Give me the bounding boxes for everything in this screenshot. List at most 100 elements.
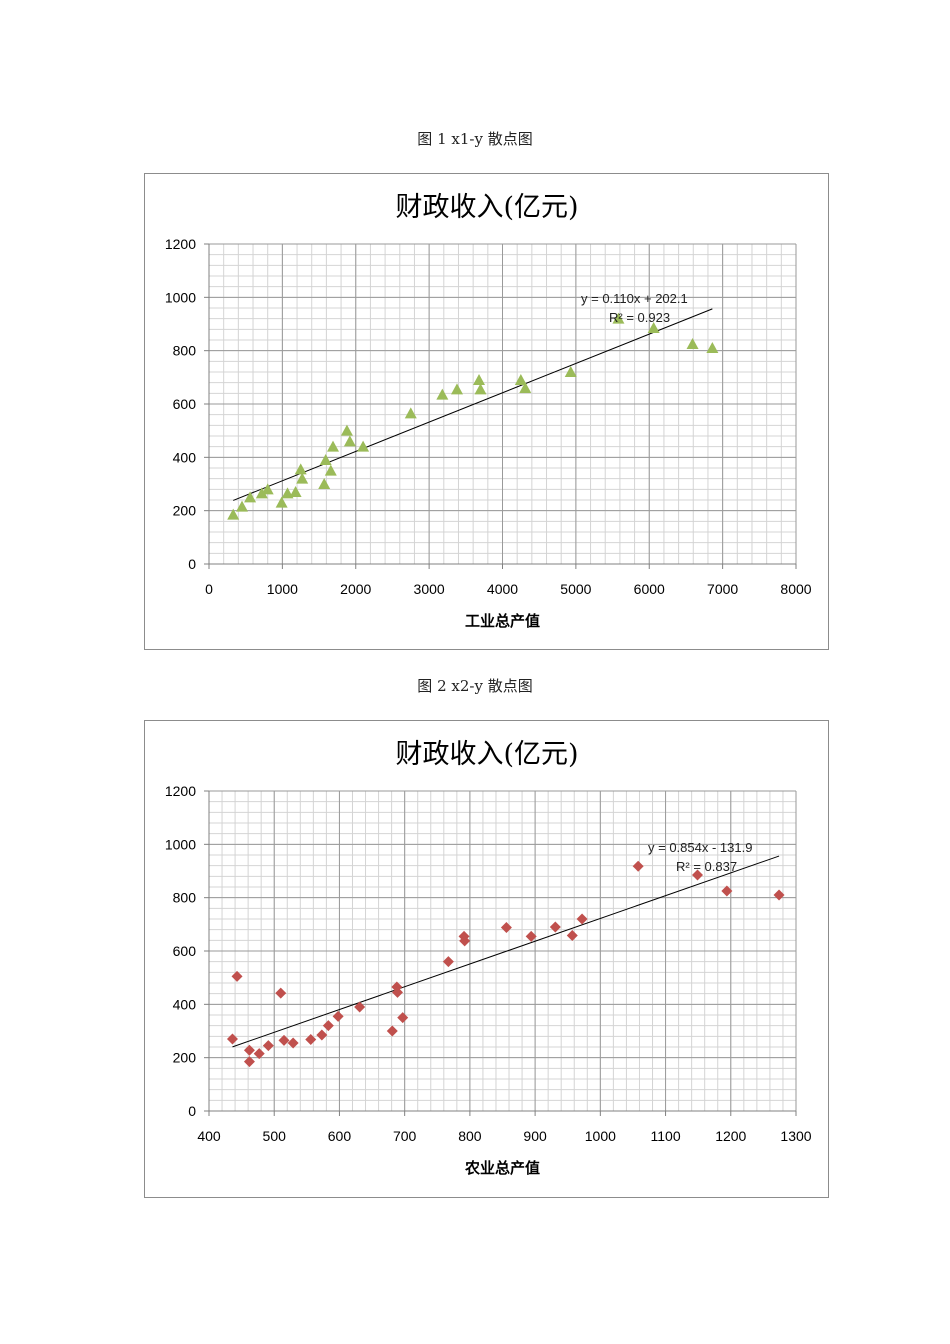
c2-data-point: [549, 921, 561, 933]
c2-y-tick-label: 1200: [165, 783, 196, 799]
c1-x-tick-label: 7000: [707, 581, 738, 597]
c1-data-point: [514, 374, 527, 385]
c2-x-tick-label: 800: [458, 1128, 482, 1144]
c1-data-point: [564, 366, 577, 377]
c2-data-point: [226, 1033, 238, 1045]
c1-y-tick-label: 800: [173, 343, 197, 359]
c1-data-point: [436, 388, 449, 400]
c1-y-tick-label: 600: [173, 396, 197, 412]
c2-trendline-r2: R² = 0.837: [676, 859, 737, 874]
c1-data-point: [296, 472, 309, 484]
c2-x-tick-label: 900: [523, 1128, 547, 1144]
c2-data-point: [566, 930, 578, 942]
c2-data-point: [391, 986, 403, 998]
c2-x-tick-label: 700: [393, 1128, 417, 1144]
c1-data-point: [319, 454, 332, 465]
c1-x-tick-label: 3000: [414, 581, 445, 597]
c2-data-point: [500, 922, 512, 934]
c1-data-point: [255, 487, 268, 499]
c2-data-point: [354, 1001, 366, 1013]
c2-x-axis-title: 农业总产值: [464, 1159, 540, 1177]
c2-data-point: [525, 930, 537, 942]
c1-gridlines: [208, 243, 797, 565]
c2-x-tick-label: 600: [328, 1128, 352, 1144]
c2-x-tick-label: 1300: [780, 1128, 811, 1144]
c2-data-point: [243, 1044, 255, 1056]
c2-data-point: [692, 869, 704, 881]
c1-data-point: [686, 338, 699, 349]
c1-chart-title: 财政收入(亿元): [395, 192, 578, 223]
c2-y-tick-label: 400: [173, 996, 197, 1012]
c1-x-tick-label: 6000: [634, 581, 665, 597]
c1-y-tick-label: 1000: [165, 289, 196, 305]
c2-data-point: [386, 1025, 398, 1037]
c2-y-tick-label: 600: [173, 943, 197, 959]
c2-data-point: [278, 1034, 290, 1046]
c1-x-tick-label: 0: [205, 581, 213, 597]
figure-1-caption: 图 1 x1-y 散点图: [417, 130, 533, 148]
c1-y-tick-label: 1200: [165, 236, 196, 252]
figure-2-caption: 图 2 x2-y 散点图: [417, 677, 533, 695]
c1-y-tick-label: 0: [188, 556, 196, 572]
c1-data-point: [474, 383, 487, 395]
c1-data-point: [340, 424, 353, 436]
c1-data-point: [706, 342, 719, 353]
c1-data-point: [227, 508, 240, 520]
c2-data-point: [322, 1020, 334, 1032]
c2-chart-title: 财政收入(亿元): [395, 739, 578, 770]
c1-data-point: [236, 500, 249, 512]
c1-data-point: [275, 496, 288, 508]
c2-data-point: [275, 987, 287, 999]
c2-data-point: [397, 1012, 409, 1024]
c2-y-tick-label: 0: [188, 1103, 196, 1119]
c1-y-tick-label: 400: [173, 449, 197, 465]
c2-data-point: [243, 1056, 255, 1068]
c1-x-tick-label: 4000: [487, 581, 518, 597]
c2-data-point: [287, 1037, 299, 1049]
c2-data-point: [459, 935, 471, 947]
c2-gridlines: [208, 790, 797, 1112]
c2-y-tick-label: 800: [173, 890, 197, 906]
c1-data-point: [327, 440, 340, 452]
c1-data-point: [244, 491, 257, 503]
c2-x-tick-label: 400: [197, 1128, 221, 1144]
c2-x-tick-label: 500: [263, 1128, 287, 1144]
scatter-chart-agricultural: 财政收入(亿元) 0 200 400 600 800 1000 1200 400 500 600 70…: [165, 739, 812, 1177]
c1-x-tick-label: 2000: [340, 581, 371, 597]
c1-data-point: [318, 478, 331, 489]
c1-y-tick-label: 200: [173, 503, 197, 519]
c2-data-point: [576, 913, 588, 925]
chart-1-frame: 财政收入(亿元) 0 200 400 600 800 1000 1200 0 1000 2000 30…: [144, 173, 829, 650]
c2-y-tick-label: 200: [173, 1050, 197, 1066]
c1-data-point: [261, 483, 274, 495]
c1-data-point: [473, 374, 486, 385]
c2-data-point: [632, 860, 644, 872]
c2-x-tick-label: 1100: [651, 1128, 681, 1144]
c1-data-point: [357, 440, 370, 452]
c1-data-point: [519, 382, 532, 393]
c2-trendline-equation: y = 0.854x - 131.9: [648, 840, 752, 855]
c1-data-point: [289, 486, 302, 497]
c2-data-point: [773, 889, 785, 901]
c1-trendline: [233, 308, 713, 501]
c2-trendline: [232, 855, 780, 1048]
c1-x-axis-title: 工业总产值: [465, 612, 540, 630]
c2-data-point: [721, 885, 733, 897]
c2-data-point: [253, 1048, 265, 1060]
c2-data-point: [332, 1010, 344, 1022]
c1-trendline-r2: R² = 0.923: [609, 310, 670, 325]
c1-data-point: [324, 464, 337, 476]
scatter-chart-industrial: 财政收入(亿元) 0 200 400 600 800 1000 1200 0 1000 2000 30…: [165, 192, 812, 630]
chart-2-frame: 财政收入(亿元) 0 200 400 600 800 1000 1200 400 500 600 70…: [144, 720, 829, 1198]
c2-data-point: [442, 956, 454, 968]
c1-x-tick-label: 8000: [780, 581, 811, 597]
c1-data-point: [451, 383, 464, 395]
c2-x-tick-label: 1200: [715, 1128, 746, 1144]
c2-y-tick-label: 1000: [165, 836, 196, 852]
c1-x-tick-label: 1000: [267, 581, 298, 597]
c1-trendline-equation: y = 0.110x + 202.1: [581, 291, 688, 306]
c1-x-tick-label: 5000: [560, 581, 591, 597]
c2-data-point: [262, 1040, 274, 1052]
c1-data-point: [612, 312, 625, 324]
c2-data-point: [316, 1029, 328, 1041]
